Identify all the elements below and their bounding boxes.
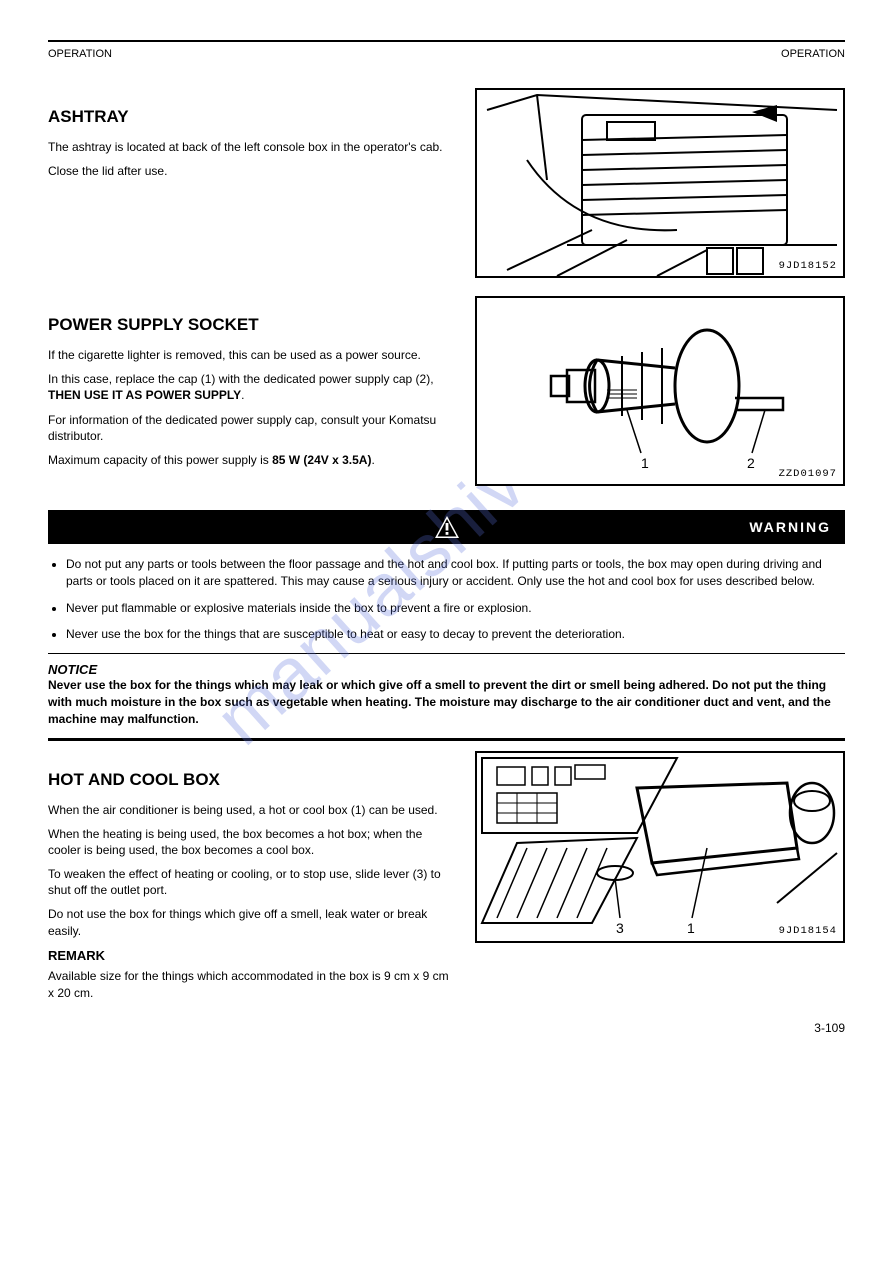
box-p4: Do not use the box for things which give… [48,906,455,938]
figure-1-code: 9JD18152 [779,260,837,272]
warning-label: WARNING [749,519,845,535]
power-p2-dot: . [241,388,244,402]
power-figure-col: 1 2 ZZD01097 [475,296,845,496]
box-title: HOT AND COOL BOX [48,769,455,792]
section-ashtray: ASHTRAY The ashtray is located at back o… [48,88,845,288]
warning-bar: WARNING [48,510,845,544]
figure-3-callout-3: 3 [616,920,624,936]
ashtray-title: ASHTRAY [48,106,455,129]
notice-body: Never use the box for the things which m… [48,677,845,727]
ashtray-figure-col: 9JD18152 [475,88,845,288]
power-text: POWER SUPPLY SOCKET If the cigarette lig… [48,296,455,496]
power-p1: If the cigarette lighter is removed, thi… [48,347,455,363]
box-p1: When the air conditioner is being used, … [48,802,455,818]
figure-2-frame: 1 2 ZZD01097 [475,296,845,486]
warning-bullet-1: Do not put any parts or tools between th… [66,556,845,590]
remark-body: Available size for the things which acco… [48,968,455,1000]
power-p4-bold: 85 W (24V x 3.5A) [272,453,371,467]
header-right: OPERATION [781,48,845,60]
figure-3-illustration: 3 1 [477,753,843,941]
ashtray-p2: Close the lid after use. [48,163,455,179]
page-number: 3-109 [48,1021,845,1035]
box-p2: When the heating is being used, the box … [48,826,455,858]
figure-3-frame: 3 1 9JD18154 [475,751,845,943]
notice-head: NOTICE [48,662,845,677]
power-p3: For information of the dedicated power s… [48,412,455,444]
warning-bullet-3: Never use the box for the things that ar… [66,626,845,643]
figure-1-illustration [477,90,843,276]
box-p3: To weaken the effect of heating or cooli… [48,866,455,898]
power-p2-before: In this case, replace the cap (1) with t… [48,372,434,386]
power-title: POWER SUPPLY SOCKET [48,314,455,337]
power-p4-before: Maximum capacity of this power supply is [48,453,272,467]
rule-above-notice [48,653,845,654]
page-header: OPERATION OPERATION [48,48,845,60]
warning-bullet-list: Do not put any parts or tools between th… [48,556,845,643]
power-p4: Maximum capacity of this power supply is… [48,452,455,468]
figure-1-frame: 9JD18152 [475,88,845,278]
power-p2: In this case, replace the cap (1) with t… [48,371,455,403]
ashtray-p1: The ashtray is located at back of the le… [48,139,455,155]
notice-block: NOTICE Never use the box for the things … [48,662,845,727]
rule-above-hotbox [48,738,845,741]
figure-2-callout-1: 1 [641,455,649,471]
box-text: HOT AND COOL BOX When the air conditione… [48,751,455,1009]
section-power-supply: POWER SUPPLY SOCKET If the cigarette lig… [48,296,845,496]
section-hot-cool-box: HOT AND COOL BOX When the air conditione… [48,751,845,1009]
ashtray-text: ASHTRAY The ashtray is located at back o… [48,88,455,288]
power-p2-bold: THEN USE IT AS POWER SUPPLY [48,388,241,402]
remark-head: REMARK [48,947,455,965]
top-rule [48,40,845,42]
figure-2-illustration: 1 2 [477,298,843,484]
warning-bullet-2: Never put flammable or explosive materia… [66,600,845,617]
figure-3-code: 9JD18154 [779,925,837,937]
box-figure-col: 3 1 9JD18154 [475,751,845,1009]
header-left: OPERATION [48,48,112,60]
figure-3-callout-1: 1 [687,920,695,936]
figure-2-callout-2: 2 [747,455,755,471]
power-p4-dot: . [371,453,374,467]
figure-2-code: ZZD01097 [779,468,837,480]
warning-triangle-icon [426,515,468,539]
